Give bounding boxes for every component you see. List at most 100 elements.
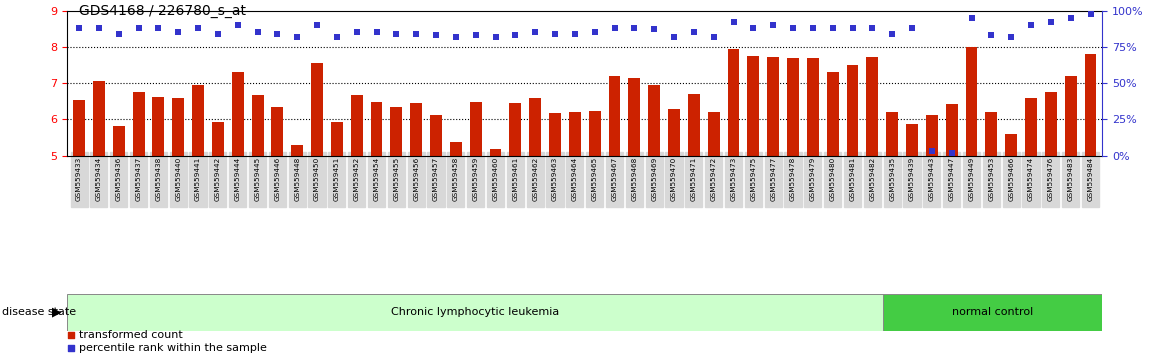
Point	[486, 34, 505, 40]
Bar	[866, 57, 878, 156]
Text: GDS4168 / 226780_s_at: GDS4168 / 226780_s_at	[79, 4, 245, 18]
Bar	[688, 94, 699, 156]
Bar	[292, 145, 303, 156]
Point	[565, 31, 584, 37]
Bar	[1064, 76, 1077, 156]
Bar	[807, 58, 819, 156]
Text: disease state: disease state	[2, 307, 76, 318]
Point	[982, 33, 1001, 38]
Bar	[588, 112, 601, 156]
Bar	[312, 63, 323, 156]
Text: ▶: ▶	[52, 306, 61, 319]
Bar	[966, 47, 977, 156]
Bar	[708, 112, 719, 156]
Bar	[67, 294, 884, 331]
Bar	[946, 103, 958, 156]
Bar	[886, 112, 899, 156]
Point	[130, 25, 148, 31]
Point	[606, 25, 624, 31]
Point	[882, 31, 901, 37]
Bar	[629, 78, 640, 156]
Point	[387, 31, 405, 37]
Point	[308, 22, 327, 28]
Point	[545, 31, 564, 37]
Point	[943, 150, 961, 156]
Bar	[648, 85, 660, 156]
Bar	[490, 149, 501, 156]
Point	[962, 15, 981, 21]
Point	[447, 34, 466, 40]
Bar	[450, 142, 462, 156]
Point	[467, 33, 485, 38]
Point	[526, 30, 544, 35]
Bar	[271, 107, 284, 156]
Point	[1041, 19, 1060, 25]
Bar	[1005, 134, 1017, 156]
Point	[1002, 34, 1020, 40]
Bar	[846, 65, 858, 156]
Point	[843, 25, 862, 31]
Bar	[390, 107, 402, 156]
Bar	[926, 115, 938, 156]
Bar	[73, 99, 85, 156]
Bar	[371, 102, 382, 156]
Point	[69, 25, 88, 31]
Bar	[1025, 98, 1036, 156]
Bar	[430, 115, 442, 156]
Point	[823, 25, 842, 31]
Point	[367, 30, 386, 35]
Point	[586, 30, 604, 35]
Bar	[1085, 54, 1097, 156]
Point	[923, 149, 941, 154]
Point	[406, 31, 425, 37]
Bar	[768, 57, 779, 156]
Bar	[112, 126, 125, 156]
Point	[228, 22, 247, 28]
Bar	[331, 122, 343, 156]
Point	[328, 34, 346, 40]
Bar	[727, 49, 740, 156]
Bar	[192, 85, 204, 156]
Bar	[212, 122, 223, 156]
Bar	[787, 58, 799, 156]
Bar	[251, 95, 264, 156]
Point	[1082, 11, 1100, 16]
Point	[169, 30, 188, 35]
Text: normal control: normal control	[952, 307, 1034, 318]
Bar	[153, 97, 164, 156]
Bar	[470, 102, 482, 156]
Point	[298, 296, 316, 302]
Point	[645, 27, 664, 32]
Bar	[906, 124, 918, 156]
Point	[427, 33, 446, 38]
Bar	[173, 98, 184, 156]
Text: transformed count: transformed count	[79, 330, 183, 340]
Point	[764, 22, 783, 28]
Bar	[884, 294, 1102, 331]
Point	[347, 30, 366, 35]
Point	[684, 30, 703, 35]
Bar	[133, 92, 145, 156]
Point	[1062, 15, 1080, 21]
Text: percentile rank within the sample: percentile rank within the sample	[79, 343, 267, 353]
Point	[149, 25, 168, 31]
Bar	[985, 112, 997, 156]
Bar	[93, 81, 105, 156]
Point	[724, 19, 742, 25]
Point	[804, 25, 822, 31]
Bar	[549, 113, 560, 156]
Point	[1021, 22, 1040, 28]
Point	[863, 25, 881, 31]
Point	[745, 25, 763, 31]
Bar	[351, 95, 362, 156]
Point	[269, 31, 287, 37]
Bar	[1045, 92, 1057, 156]
Point	[298, 181, 316, 187]
Point	[665, 34, 683, 40]
Bar	[668, 109, 680, 156]
Bar	[232, 72, 243, 156]
Point	[704, 34, 723, 40]
Point	[248, 30, 266, 35]
Point	[625, 25, 644, 31]
Bar	[827, 72, 838, 156]
